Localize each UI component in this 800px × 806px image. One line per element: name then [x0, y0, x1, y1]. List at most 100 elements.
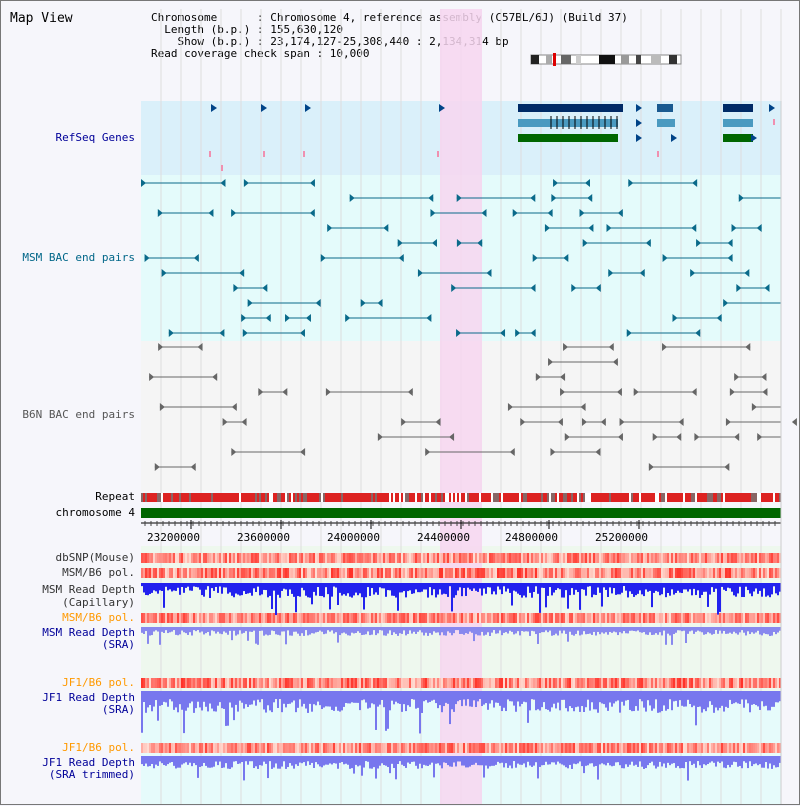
track-label-jf1-depth-trimmed-sub[interactable]: (SRA trimmed) — [48, 768, 135, 781]
track-label-dbsnp[interactable]: dbSNP(Mouse) — [55, 551, 135, 564]
depth-bar — [589, 691, 591, 711]
track-label-msm-b6-pol-2[interactable]: MSM/B6 pol. — [62, 611, 135, 624]
repeat-bar — [599, 493, 601, 502]
depth-bar — [581, 756, 583, 767]
depth-bar — [507, 756, 509, 768]
heat-cell — [363, 553, 365, 563]
heat-cell — [669, 553, 671, 563]
depth-bar — [167, 691, 169, 707]
depth-bar — [665, 756, 667, 768]
track-label-repeat[interactable]: Repeat — [95, 490, 135, 503]
depth-bar — [159, 691, 161, 706]
heat-cell — [675, 743, 677, 753]
heat-cell — [313, 553, 315, 563]
repeat-bar — [661, 493, 663, 502]
depth-bar — [173, 691, 175, 710]
depth-bar — [669, 756, 671, 766]
heat-cell — [261, 568, 263, 578]
depth-bar — [421, 691, 423, 713]
repeat-bar — [143, 493, 145, 502]
repeat-bar — [189, 493, 191, 502]
repeat-bar — [357, 493, 359, 502]
track-label-msm-depth-capillary-sub[interactable]: (Capillary) — [62, 596, 135, 609]
repeat-bar — [159, 493, 161, 502]
heat-cell — [417, 743, 419, 753]
depth-bar — [613, 691, 615, 704]
gene-block — [723, 134, 753, 142]
depth-bar — [677, 691, 679, 707]
track-label-jf1-depth-sra-sub[interactable]: (SRA) — [101, 703, 135, 716]
depth-bar — [719, 627, 721, 631]
heat-cell — [247, 743, 249, 753]
depth-bar — [761, 691, 763, 702]
heat-cell — [425, 613, 427, 623]
depth-bar — [175, 583, 177, 591]
heat-cell — [429, 553, 431, 563]
heat-cell — [629, 678, 631, 688]
track-label-msm-depth-capillary[interactable]: MSM Read Depth — [42, 583, 135, 596]
depth-bar — [519, 691, 521, 707]
heat-cell — [249, 568, 251, 578]
depth-bar — [251, 627, 253, 632]
depth-bar — [667, 583, 669, 593]
depth-bar — [341, 756, 343, 763]
depth-bar — [635, 756, 637, 765]
depth-bar — [245, 627, 247, 632]
heat-cell — [247, 613, 249, 623]
heat-cell — [521, 568, 523, 578]
repeat-bar — [529, 493, 531, 502]
heat-cell — [483, 678, 485, 688]
depth-bar — [381, 756, 383, 764]
heat-cell — [563, 553, 565, 563]
heat-cell — [279, 613, 281, 623]
heat-cell — [301, 678, 303, 688]
track-label-jf1-b6-pol[interactable]: JF1/B6 pol. — [62, 676, 135, 689]
depth-bar — [699, 583, 701, 598]
heat-cell — [677, 553, 679, 563]
depth-bar — [157, 691, 159, 721]
track-label-msm-b6-pol[interactable]: MSM/B6 pol. — [62, 566, 135, 579]
heat-cell — [281, 613, 283, 623]
depth-bar — [495, 691, 497, 703]
depth-bar — [301, 691, 303, 707]
heat-cell — [657, 568, 659, 578]
heat-cell — [189, 743, 191, 753]
track-label-jf1-depth-sra[interactable]: JF1 Read Depth — [42, 691, 135, 704]
depth-bar — [733, 691, 735, 704]
depth-bar — [611, 583, 613, 594]
depth-bar — [219, 583, 221, 587]
heat-cell — [203, 553, 205, 563]
heat-cell — [673, 743, 675, 753]
depth-bar — [369, 691, 371, 708]
depth-bar — [289, 627, 291, 636]
depth-bar — [363, 627, 365, 635]
heat-cell — [523, 743, 525, 753]
depth-bar — [275, 691, 277, 700]
heat-cell — [463, 568, 465, 578]
heat-cell — [329, 678, 331, 688]
track-label-jf1-b6-pol-2[interactable]: JF1/B6 pol. — [62, 741, 135, 754]
track-label-msm-depth-sra-sub[interactable]: (SRA) — [101, 638, 135, 651]
track-label-msm-bac[interactable]: MSM BAC end pairs — [22, 251, 135, 264]
heat-cell — [679, 678, 681, 688]
track-label-chromosome[interactable]: chromosome 4 — [55, 506, 135, 519]
depth-bar — [155, 756, 157, 765]
track-label-refseq[interactable]: RefSeq Genes — [55, 131, 135, 144]
heat-cell — [511, 678, 513, 688]
bac-end — [564, 433, 570, 441]
depth-bar — [667, 691, 669, 710]
depth-bar — [387, 583, 389, 591]
track-label-msm-depth-sra[interactable]: MSM Read Depth — [42, 626, 135, 639]
repeat-bar — [733, 493, 735, 502]
depth-bar — [187, 627, 189, 635]
heat-cell — [413, 613, 415, 623]
depth-bar — [203, 756, 205, 763]
track-label-jf1-depth-trimmed[interactable]: JF1 Read Depth — [42, 756, 135, 769]
heat-cell — [341, 613, 343, 623]
track-label-b6n-bac[interactable]: B6N BAC end pairs — [22, 408, 135, 421]
heat-cell — [729, 678, 731, 688]
depth-bar — [181, 691, 183, 710]
repeat-bar — [305, 493, 307, 502]
repeat-bar — [339, 493, 341, 502]
